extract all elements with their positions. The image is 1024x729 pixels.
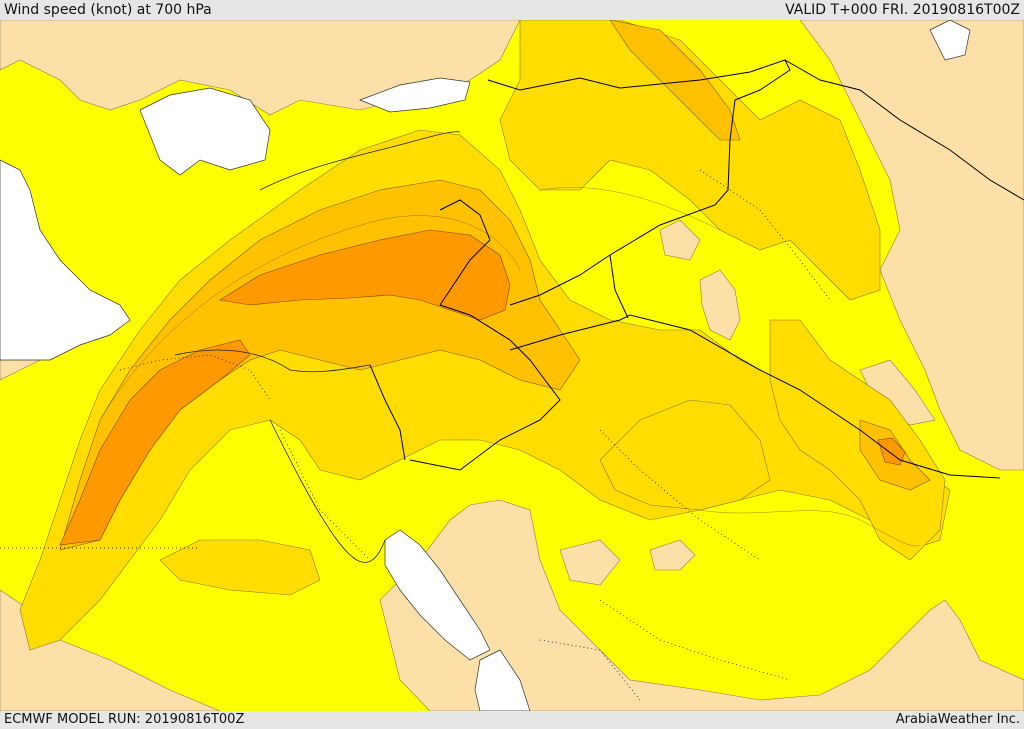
coastline-turkey bbox=[259, 131, 461, 191]
calm-patch-2 bbox=[659, 219, 701, 261]
moderate-zone-north bbox=[499, 20, 881, 301]
red-sea bbox=[384, 529, 491, 661]
strong-zone-core bbox=[219, 229, 511, 321]
border-jordan bbox=[409, 304, 561, 471]
dotted-border-4 bbox=[539, 639, 641, 701]
calm-patch-1 bbox=[699, 269, 741, 341]
country-borders bbox=[369, 59, 1024, 479]
valid-time: VALID T+000 FRI. 20190816T00Z bbox=[785, 2, 1020, 18]
coastline-levant bbox=[174, 349, 371, 373]
moderate-patch-se bbox=[599, 399, 771, 511]
credit-label: ArabiaWeather Inc. bbox=[895, 712, 1020, 727]
coastline-nile bbox=[269, 419, 386, 563]
moderate-zone-east bbox=[769, 319, 946, 561]
water-bodies bbox=[0, 20, 971, 711]
model-run: ECMWF MODEL RUN: 20190816T00Z bbox=[4, 712, 245, 727]
dotted-border-3 bbox=[599, 599, 791, 681]
strong-zones bbox=[59, 229, 906, 546]
map-title: Wind speed (knot) at 700 hPa bbox=[4, 2, 212, 18]
border-north bbox=[487, 59, 791, 306]
caspian-edge bbox=[929, 20, 971, 61]
contour-line-1 bbox=[99, 215, 521, 421]
border-arabia-north bbox=[509, 314, 1001, 479]
strong-zone-tail bbox=[59, 339, 251, 546]
calm-patch-4 bbox=[559, 539, 621, 586]
wind-map bbox=[0, 20, 1024, 711]
moderate-patch-sw bbox=[159, 539, 321, 596]
black-sea-edge bbox=[359, 77, 471, 113]
red-sea-south bbox=[474, 649, 531, 711]
wind-contours bbox=[99, 187, 921, 547]
calm-patch-5 bbox=[649, 539, 696, 571]
border-sinai bbox=[369, 364, 406, 461]
calm-zone-south bbox=[379, 499, 1024, 711]
admin-borders bbox=[0, 169, 831, 701]
contour-line-3 bbox=[539, 187, 721, 231]
header-bar: Wind speed (knot) at 700 hPa VALID T+000… bbox=[0, 0, 1024, 20]
mediterranean-sea bbox=[0, 159, 131, 361]
coastlines bbox=[174, 131, 461, 563]
border-levant bbox=[439, 199, 491, 306]
border-iraq-saudi bbox=[609, 254, 629, 319]
contour-line-2 bbox=[699, 509, 921, 547]
calm-zone-northeast bbox=[799, 20, 1024, 471]
footer-bar: ECMWF MODEL RUN: 20190816T00Z ArabiaWeat… bbox=[0, 711, 1024, 729]
wind-speed-map-svg bbox=[0, 20, 1024, 711]
aegean-water bbox=[139, 87, 271, 176]
dotted-border-5 bbox=[699, 169, 831, 301]
border-east bbox=[784, 59, 1024, 201]
dotted-border-7 bbox=[599, 429, 761, 561]
